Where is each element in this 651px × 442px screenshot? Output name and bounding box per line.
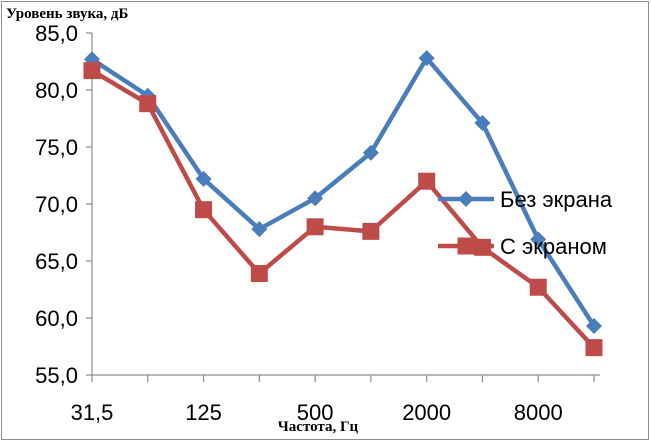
data-point — [586, 317, 602, 334]
legend-item-2: С экраном — [438, 234, 607, 259]
x-tick-label: 500 — [297, 400, 334, 425]
data-point — [418, 172, 436, 190]
data-point — [362, 144, 379, 161]
data-point — [195, 170, 212, 187]
series-line — [90, 68, 596, 350]
data-point — [530, 231, 547, 248]
data-point — [418, 50, 435, 67]
y-tick-label: 60,0 — [35, 306, 78, 331]
legend: Без экрана С экраном — [438, 187, 613, 259]
legend-marker — [458, 191, 474, 207]
data-point — [139, 95, 157, 113]
x-tick-label: 8000 — [514, 400, 563, 425]
x-tick-label: 125 — [185, 400, 222, 425]
x-tick-label: 2000 — [402, 400, 451, 425]
series-2 — [83, 62, 603, 357]
data-point — [306, 218, 324, 236]
data-point — [83, 62, 101, 80]
y-tick-label: 65,0 — [35, 249, 78, 274]
data-point — [195, 201, 213, 219]
data-point — [251, 221, 268, 238]
data-point — [474, 115, 491, 132]
data-point — [585, 339, 603, 357]
y-tick-label: 75,0 — [35, 135, 78, 160]
x-tick-label: 31,5 — [71, 400, 114, 425]
series-layer — [83, 50, 603, 357]
y-tick-label: 80,0 — [35, 78, 78, 103]
axes: 55,0 60,0 65,0 70,0 75,0 80,0 85,0 31,5 125 500 20… — [35, 21, 600, 425]
data-point — [307, 190, 324, 207]
y-tick-label: 70,0 — [35, 192, 78, 217]
series-1 — [84, 50, 602, 334]
legend-item-1: Без экрана — [438, 187, 613, 212]
series-line — [90, 55, 596, 328]
y-tick-label: 85,0 — [35, 21, 78, 46]
data-point — [529, 278, 547, 296]
y-axis-title: Уровень звука, дБ — [6, 6, 128, 22]
legend-label: Без экрана — [500, 187, 613, 212]
x-axis-title: Частота, Гц — [278, 419, 359, 435]
data-point — [362, 222, 380, 240]
legend-marker — [457, 237, 475, 255]
data-point — [250, 265, 268, 283]
legend-label: С экраном — [500, 234, 607, 259]
y-tick-label: 55,0 — [35, 363, 78, 388]
